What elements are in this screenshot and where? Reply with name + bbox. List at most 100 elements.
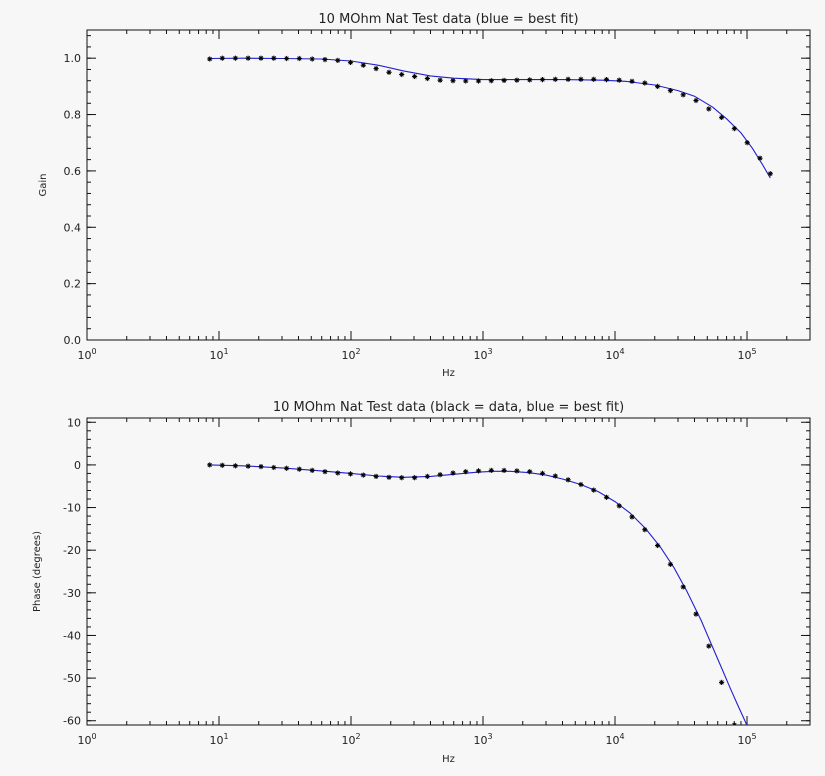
data-point-marker <box>386 69 392 75</box>
data-point-marker <box>373 65 379 72</box>
data-point-marker <box>680 92 686 98</box>
marker-stroke <box>284 466 289 471</box>
marker-stroke <box>693 98 699 103</box>
data-point-marker <box>271 464 277 471</box>
y-tick-label: -40 <box>63 629 81 642</box>
data-point-marker <box>654 83 661 90</box>
marker-stroke <box>655 543 660 548</box>
data-point-marker <box>296 466 302 472</box>
marker-stroke <box>335 58 340 63</box>
marker-stroke <box>284 56 289 61</box>
marker-stroke <box>642 80 647 86</box>
data-point-marker <box>731 722 738 725</box>
y-tick-label: -20 <box>63 544 81 557</box>
data-point-marker <box>360 62 366 68</box>
x-tick-label-exponent: 1 <box>223 732 228 741</box>
marker-stroke <box>425 474 430 479</box>
y-tick-label: -30 <box>63 587 81 600</box>
marker-stroke <box>604 77 609 82</box>
marker-stroke <box>220 56 225 61</box>
marker-stroke <box>578 482 584 487</box>
y-tick-label: -10 <box>63 502 81 515</box>
best-fit-line <box>209 57 771 179</box>
marker-stroke <box>591 487 596 493</box>
x-tick-label-base: 10 <box>737 349 751 362</box>
data-point-marker <box>437 77 443 83</box>
x-tick-label-base: 10 <box>473 349 487 362</box>
marker-stroke <box>489 78 494 83</box>
data-point-marker <box>642 80 648 86</box>
marker-stroke <box>668 562 673 567</box>
x-tick-label-exponent: 0 <box>91 732 96 741</box>
x-tick-label-exponent: 2 <box>355 347 360 356</box>
marker-stroke <box>245 464 251 469</box>
data-point-marker <box>386 474 392 480</box>
x-tick-label-exponent: 2 <box>355 732 360 741</box>
best-fit-line <box>209 464 748 725</box>
y-tick-label: 10 <box>67 416 81 429</box>
data-point-marker <box>424 473 430 479</box>
x-tick-label-exponent: 3 <box>487 732 492 741</box>
x-tick-label: 104 <box>605 732 624 747</box>
data-point-marker <box>706 643 712 649</box>
data-point-marker <box>527 77 533 83</box>
x-tick-label-base: 10 <box>209 349 223 362</box>
x-tick-label: 100 <box>77 732 96 747</box>
marker-stroke <box>681 584 686 590</box>
data-point-marker <box>693 611 699 617</box>
marker-stroke <box>476 468 481 474</box>
data-point-marker <box>207 56 213 62</box>
x-tick-label-exponent: 1 <box>223 347 228 356</box>
data-point-marker <box>412 475 418 481</box>
x-axis-label: Hz <box>442 368 455 379</box>
data-point-marker <box>578 481 584 488</box>
marker-stroke <box>271 465 276 470</box>
marker-stroke <box>310 468 315 473</box>
marker-stroke <box>732 126 737 131</box>
y-tick-label: 0.0 <box>64 334 82 347</box>
marker-stroke <box>322 57 328 62</box>
data-point-marker <box>552 473 558 479</box>
data-point-marker <box>488 467 494 473</box>
plot-area <box>207 462 748 725</box>
marker-stroke <box>463 469 468 474</box>
data-point-marker <box>591 76 597 82</box>
marker-stroke <box>399 475 404 480</box>
data-point-marker <box>284 55 290 62</box>
marker-stroke <box>757 156 763 161</box>
marker-stroke <box>399 72 404 77</box>
x-tick-label: 103 <box>473 732 492 747</box>
marker-stroke <box>258 56 264 61</box>
data-point-marker <box>744 140 750 146</box>
data-point-marker <box>565 477 571 483</box>
marker-stroke <box>489 468 494 473</box>
x-tick-label-base: 10 <box>737 734 751 747</box>
y-tick-label: 0.2 <box>64 278 82 291</box>
marker-stroke <box>348 60 353 65</box>
x-tick-label-base: 10 <box>341 734 355 747</box>
marker-stroke <box>437 472 443 477</box>
data-point-marker <box>258 464 264 470</box>
data-point-marker <box>539 470 546 476</box>
marker-stroke <box>553 77 558 82</box>
x-tick-label-exponent: 4 <box>619 347 624 356</box>
marker-stroke <box>233 463 238 468</box>
marker-stroke <box>668 88 673 93</box>
marker-stroke <box>553 473 558 479</box>
data-point-marker <box>718 114 725 121</box>
marker-stroke <box>655 84 660 89</box>
y-tick-label: -50 <box>63 672 81 685</box>
marker-stroke <box>591 77 596 82</box>
data-point-marker <box>629 78 635 84</box>
x-tick-label: 104 <box>605 347 624 362</box>
marker-stroke <box>604 495 609 500</box>
chart-title: 10 MOhm Nat Test data (blue = best fit) <box>318 12 578 27</box>
x-tick-label-exponent: 0 <box>91 347 96 356</box>
data-point-marker <box>296 55 302 62</box>
marker-stroke <box>540 77 545 82</box>
x-tick-label-base: 10 <box>605 734 619 747</box>
data-point-marker <box>271 55 277 61</box>
data-point-marker <box>731 126 738 132</box>
marker-stroke <box>322 469 328 474</box>
data-point-marker <box>475 78 482 84</box>
